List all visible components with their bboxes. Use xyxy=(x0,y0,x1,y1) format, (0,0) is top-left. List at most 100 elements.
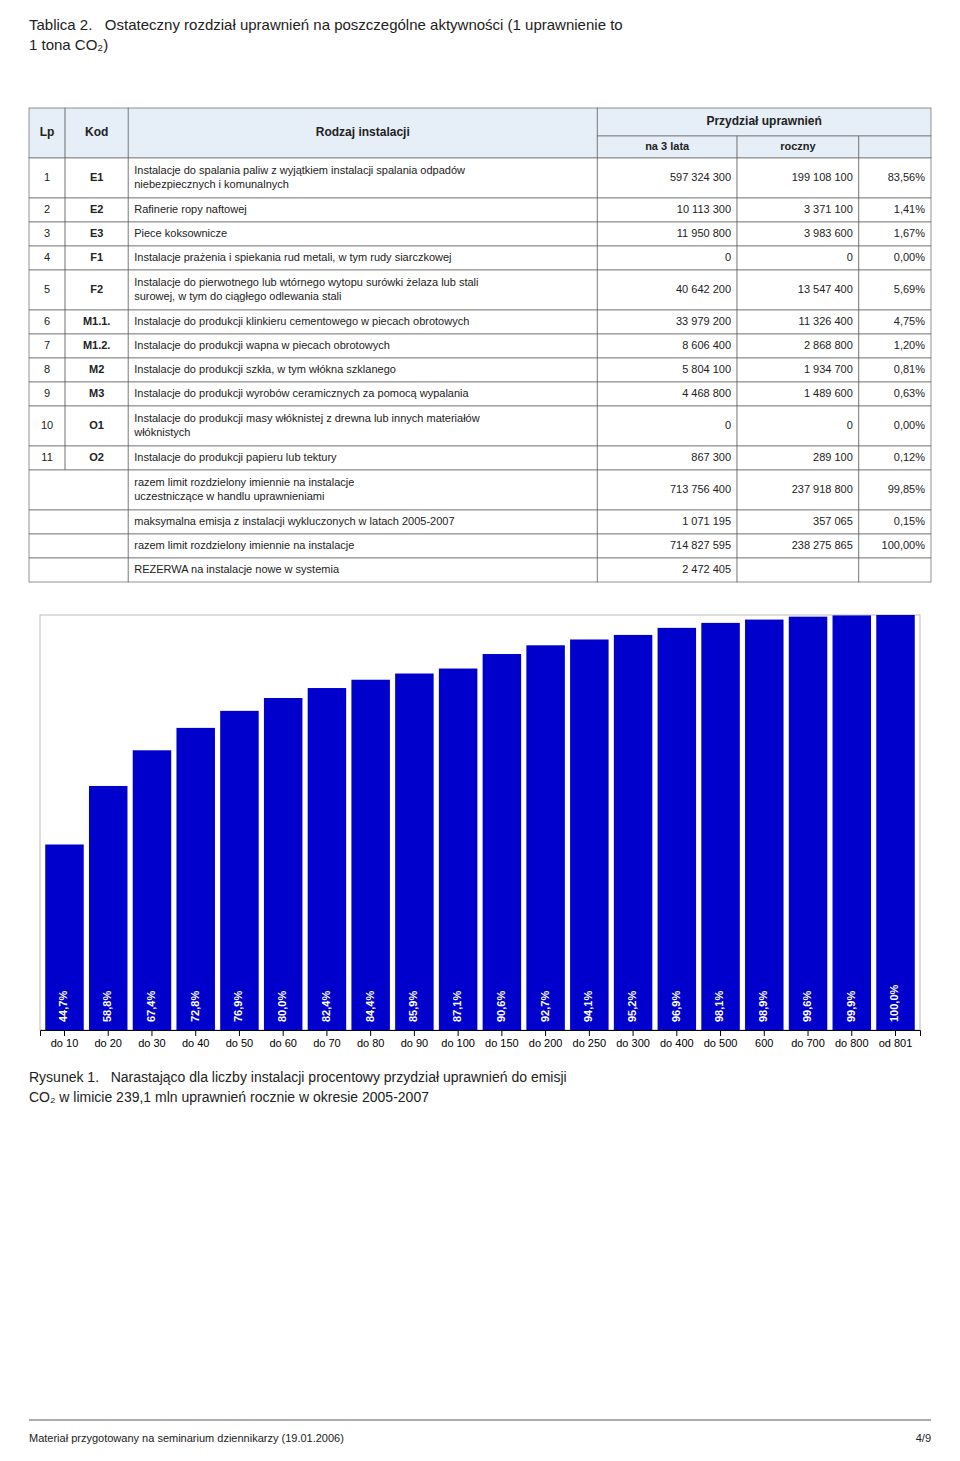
table-cell-text: Instalacje prażenia i spiekania rud meta… xyxy=(134,251,451,263)
table-cell xyxy=(597,246,737,270)
table-cell-text-line: 0,81% xyxy=(894,363,925,375)
table-cell-text-line: Rafinerie ropy naftowej xyxy=(134,203,247,215)
x-tick: do 90 xyxy=(401,1030,429,1049)
table-cell xyxy=(737,310,859,334)
x-tick-label: do 20 xyxy=(94,1037,122,1049)
table-cell-text-line: Instalacje do produkcji szkła, w tym włó… xyxy=(134,363,396,375)
table-cell-text: 0 xyxy=(725,251,731,263)
data-label: 82,4% xyxy=(320,991,332,1022)
table-cell xyxy=(737,558,859,582)
table-cell-text-line: 597 324 300 xyxy=(670,171,731,183)
table-cell-text-line: 6 xyxy=(44,315,50,327)
table-cell-text-line: 0,00% xyxy=(894,251,925,263)
table-cell-text-line: niebezpiecznych i komunalnych xyxy=(134,178,289,190)
table-cell-text: F1 xyxy=(90,251,103,263)
table-cell xyxy=(128,246,597,270)
table-cell xyxy=(29,222,65,246)
table-header-group: Przydział uprawnień xyxy=(706,114,821,128)
table-cell xyxy=(859,334,931,358)
data-label: 87,1% xyxy=(451,991,463,1022)
table-cell-text: REZERWA na instalacje nowe w systemia xyxy=(134,563,340,575)
x-tick-label: do 200 xyxy=(529,1037,563,1049)
x-tick: 600 xyxy=(755,1030,773,1049)
table-cell-text-line: Instalacje do produkcji masy włóknistej … xyxy=(134,412,479,424)
x-tick-label: do 80 xyxy=(357,1037,385,1049)
x-tick-mark xyxy=(633,1030,634,1036)
x-tick-mark xyxy=(108,1030,109,1036)
page: Tablica 2. Ostateczny rozdział uprawnień… xyxy=(0,0,960,1461)
table-cell xyxy=(29,310,65,334)
table-cell-text-line: Instalacje do produkcji wyrobów ceramicz… xyxy=(134,387,469,399)
table-cell xyxy=(65,382,128,406)
table-cell xyxy=(65,358,128,382)
table-cell-text: Instalacje do pierwotnego lub wtórnego w… xyxy=(134,276,478,302)
data-label: 76,9% xyxy=(232,991,244,1022)
table-header: Rodzaj instalacji xyxy=(316,125,410,139)
table-cell-text: 4,75% xyxy=(894,315,925,327)
bar xyxy=(789,617,827,1030)
table-cell-text-line: 3 983 600 xyxy=(804,227,853,239)
table-cell-text-line: 1 934 700 xyxy=(804,363,853,375)
x-tick-mark xyxy=(64,1030,65,1036)
data-label: 99,6% xyxy=(801,991,813,1022)
table-cell-text-line: 1,20% xyxy=(894,339,925,351)
table-cell-text-line: 33 979 200 xyxy=(676,315,731,327)
table-cell xyxy=(859,470,931,510)
bar xyxy=(45,844,83,1030)
x-tick-mark xyxy=(808,1030,809,1036)
table-cell-text-line: 2 868 800 xyxy=(804,339,853,351)
bar xyxy=(133,750,171,1030)
table-cell-text-line: Instalacje do pierwotnego lub wtórnego w… xyxy=(134,276,478,288)
table-cell-text-line: razem limit rozdzielony imiennie na inst… xyxy=(134,539,354,551)
table-cell-text: M1.2. xyxy=(83,339,111,351)
table-cell-text-line: 357 065 xyxy=(813,515,853,527)
table-cell-text-line: 2 xyxy=(44,203,50,215)
table-header: Kod xyxy=(85,125,108,139)
x-tick: do 700 xyxy=(791,1030,825,1049)
x-tick-label: do 150 xyxy=(485,1037,519,1049)
table-cell xyxy=(737,158,859,198)
table-cell-text-line: O1 xyxy=(89,419,104,431)
table-cell-text-line: 11 950 800 xyxy=(677,227,731,239)
table-cell xyxy=(65,406,128,446)
x-tick: od 801 xyxy=(879,1030,913,1049)
table-cell xyxy=(29,406,65,446)
x-tick: do 300 xyxy=(616,1030,650,1049)
table-cell-text-line: E2 xyxy=(90,203,103,215)
table-cell-text-line: 8 xyxy=(44,363,50,375)
table-cell-text: E3 xyxy=(90,227,103,239)
table-cell xyxy=(737,270,859,310)
table-header-cell xyxy=(65,108,128,158)
table-cell-text: Instalacje do produkcji szkła, w tym włó… xyxy=(134,363,396,375)
bar xyxy=(439,669,477,1030)
table-cell xyxy=(29,510,128,534)
table-cell-text-line: 5 804 100 xyxy=(682,363,731,375)
table-cell-text: M1.1. xyxy=(83,315,111,327)
table-cell-text: 9 xyxy=(44,387,50,399)
table-cell xyxy=(128,334,597,358)
table-cell xyxy=(859,310,931,334)
x-tick-label: do 30 xyxy=(138,1037,166,1049)
table-cell-text: 5 804 100 xyxy=(682,363,731,375)
x-tick-label: do 90 xyxy=(401,1037,429,1049)
x-tick-label: od 801 xyxy=(879,1037,913,1049)
x-tick-label: do 60 xyxy=(269,1037,297,1049)
table-header-line: na 3 lata xyxy=(645,140,690,152)
footer-left: Materiał przygotowany na seminarium dzie… xyxy=(29,1432,344,1444)
table-cell-text-line: 1 489 600 xyxy=(804,387,853,399)
x-tick-label: do 250 xyxy=(573,1037,607,1049)
table-cell-text-line: M3 xyxy=(89,387,104,399)
table-cell-text-line: 10 113 300 xyxy=(677,203,731,215)
table-cell-text: E2 xyxy=(90,203,103,215)
x-tick-label: 600 xyxy=(755,1037,773,1049)
data-label: 98,1% xyxy=(713,991,725,1022)
x-tick-label: do 500 xyxy=(704,1037,738,1049)
x-tick-mark xyxy=(283,1030,284,1036)
table-cell-text-line: M1.2. xyxy=(83,339,111,351)
x-tick: do 100 xyxy=(441,1030,475,1049)
table-cell xyxy=(859,222,931,246)
data-label: 44,7% xyxy=(57,991,69,1022)
table-cell-text: 0,63% xyxy=(894,387,925,399)
table-cell xyxy=(128,558,597,582)
table-cell-text-line: 7 xyxy=(44,339,50,351)
